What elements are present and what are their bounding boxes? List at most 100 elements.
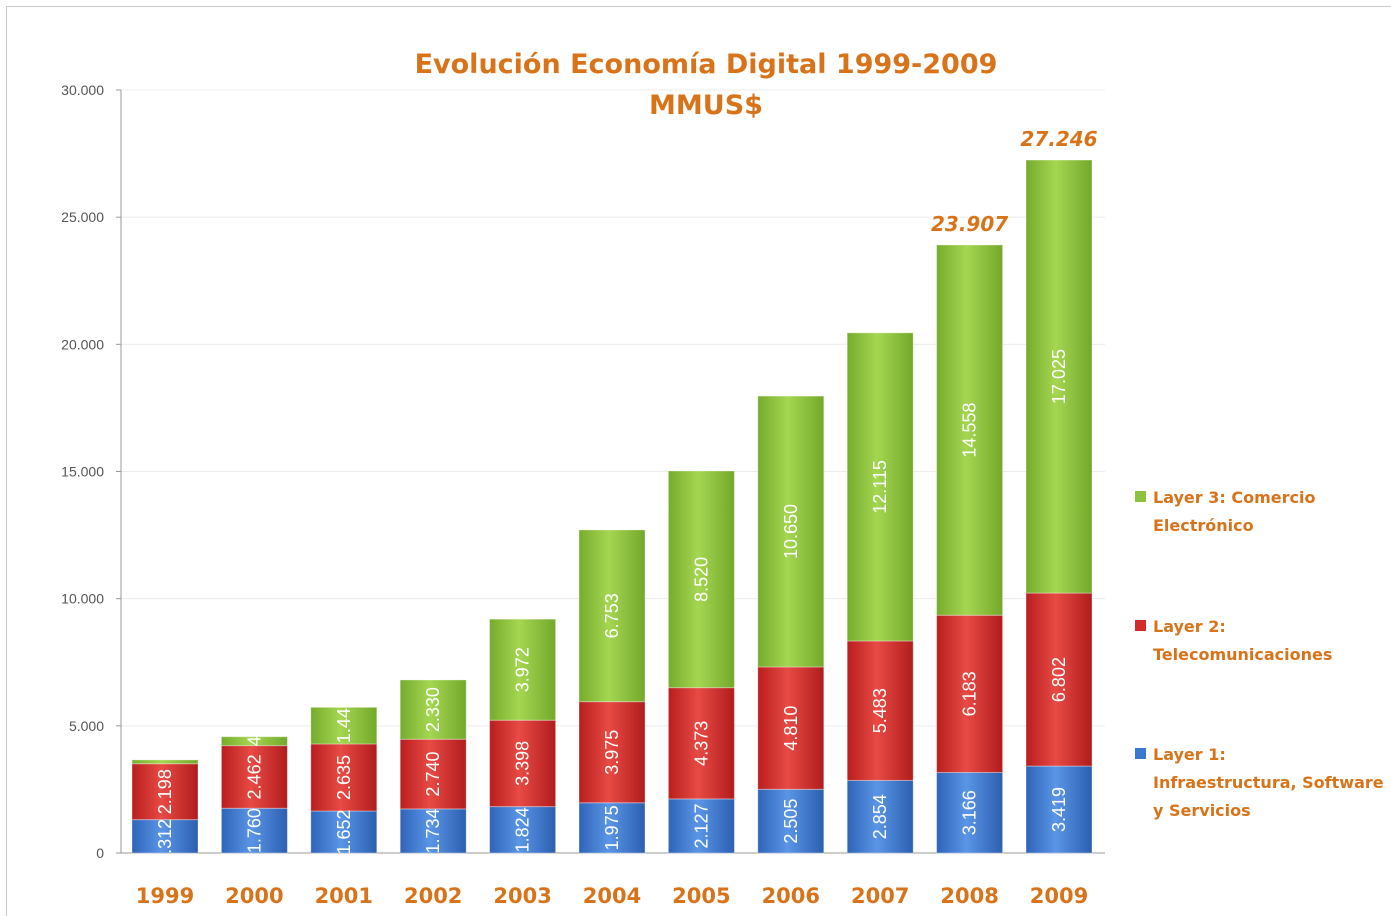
data-label: 5.483 [870, 688, 890, 733]
bar-segment [757, 666, 825, 790]
y-tick-label: 15.000 [61, 464, 104, 480]
legend-label: Layer 3: Comercio [1153, 488, 1315, 507]
bars [131, 159, 1093, 854]
bar-segment [489, 618, 557, 721]
x-tick-label: 2001 [315, 884, 373, 908]
bar-segment [131, 763, 199, 821]
y-tick-label: 10.000 [61, 591, 104, 607]
data-label: 3.419 [1049, 787, 1069, 832]
bar-segment [310, 706, 378, 745]
data-label: 2.854 [870, 794, 890, 839]
bar-segment [310, 810, 378, 854]
data-label: 4.373 [691, 721, 711, 766]
bar-segment [131, 759, 199, 765]
data-label: 1.734 [423, 808, 443, 853]
data-label: 4.810 [781, 706, 801, 751]
bar-segment [846, 640, 914, 781]
x-tick-labels: 1999 2000 2001 2002 2003 2004 2005 2006 2007 2008… [136, 884, 1088, 908]
x-tick-label: 2008 [940, 884, 998, 908]
bar-segment [399, 738, 467, 810]
bar-segment [220, 736, 288, 747]
legend-swatch [1135, 620, 1146, 631]
data-label: 2.505 [781, 799, 801, 844]
y-tick-label: 25.000 [61, 209, 104, 225]
x-tick-label: 1999 [136, 884, 194, 908]
x-tick-label: 2002 [404, 884, 462, 908]
x-tick-label: 2009 [1030, 884, 1088, 908]
y-tick-label: 30.000 [61, 82, 104, 98]
x-tick-label: 2007 [851, 884, 909, 908]
bar-segment [399, 808, 467, 854]
x-tick-label: 2000 [225, 884, 283, 908]
data-label: 2.198 [155, 769, 175, 814]
legend-label: Electrónico [1153, 516, 1254, 535]
total-label: 27.246 [1020, 127, 1097, 151]
chart-svg: Evolución Economía Digital 1999-2009 MMU… [61, 49, 1384, 908]
bar-segment [667, 687, 735, 800]
x-tick-label: 2006 [762, 884, 820, 908]
data-label: 6.753 [602, 593, 622, 638]
y-tick-label: 20.000 [61, 336, 104, 352]
bar-segment [131, 819, 199, 854]
bar-segment [578, 701, 646, 804]
data-label: 3.975 [602, 730, 622, 775]
data-label: 4 [244, 736, 264, 746]
bar-segment [936, 244, 1004, 616]
data-label: 1.824 [513, 807, 533, 852]
bar-segment [757, 395, 825, 668]
data-label: 3.398 [513, 741, 533, 786]
data-label: 3.166 [960, 790, 980, 835]
data-label: 2.462 [244, 754, 264, 799]
data-label: 6.802 [1049, 657, 1069, 702]
data-label: 3.972 [513, 647, 533, 692]
chart-subtitle: MMUS$ [649, 90, 763, 121]
bar-segment [667, 470, 735, 689]
data-label: 8.520 [691, 557, 711, 602]
data-label: 1.44 [334, 708, 354, 743]
legend-label: Telecomunicaciones [1153, 645, 1332, 664]
x-tick-label: 2004 [583, 884, 641, 908]
bar-segment [489, 806, 557, 854]
legend-label: y Servicios [1153, 801, 1251, 820]
data-label: 14.558 [960, 403, 980, 458]
y-tick-label: 0 [96, 845, 104, 861]
bar-segment [310, 743, 378, 812]
data-label: 2.740 [423, 752, 443, 797]
bar-segment [578, 802, 646, 854]
y-tick-labels: 0 5.000 10.000 15.000 20.000 25.000 30.000 [61, 82, 104, 861]
bar-segment [936, 614, 1004, 773]
data-labels: .312 2.198 1.760 2.462 4 1.652 2.635 1.44 1.734 2… [155, 127, 1098, 854]
legend-swatch [1135, 748, 1146, 759]
data-label: 1.652 [334, 809, 354, 854]
bar-segment [578, 529, 646, 703]
x-tick-label: 2005 [672, 884, 730, 908]
x-tick-label: 2003 [493, 884, 551, 908]
data-label: 10.650 [781, 504, 801, 559]
bar-segment [489, 719, 557, 808]
data-label: 1.760 [244, 808, 264, 853]
legend-label: Layer 2: [1153, 617, 1226, 636]
y-tick-label: 5.000 [69, 718, 104, 734]
data-label: 6.183 [960, 671, 980, 716]
bar-segment [667, 798, 735, 854]
data-label: 12.115 [870, 460, 890, 514]
chart-title: Evolución Economía Digital 1999-2009 [415, 49, 998, 80]
legend-swatch [1135, 491, 1146, 502]
data-label: 2.127 [691, 803, 711, 848]
bar-segment [936, 771, 1004, 854]
data-label: 2.635 [334, 755, 354, 800]
chart-frame: Evolución Economía Digital 1999-2009 MMU… [6, 6, 1391, 916]
bar-segment [399, 679, 467, 740]
legend: Layer 3: Comercio Electrónico Layer 2: Tele… [1135, 488, 1384, 820]
bar-segment [846, 779, 914, 854]
total-label: 23.907 [931, 212, 1008, 236]
data-label: 17.025 [1049, 349, 1069, 404]
legend-label: Layer 1: [1153, 745, 1226, 764]
bar-segment [220, 807, 288, 854]
data-label: 2.330 [423, 687, 443, 732]
legend-label: Infraestructura, Software [1153, 773, 1384, 792]
bar-segment [846, 332, 914, 642]
bar-segment [1025, 159, 1093, 594]
data-label: 1.975 [602, 805, 622, 850]
data-label: .312 [155, 819, 175, 854]
